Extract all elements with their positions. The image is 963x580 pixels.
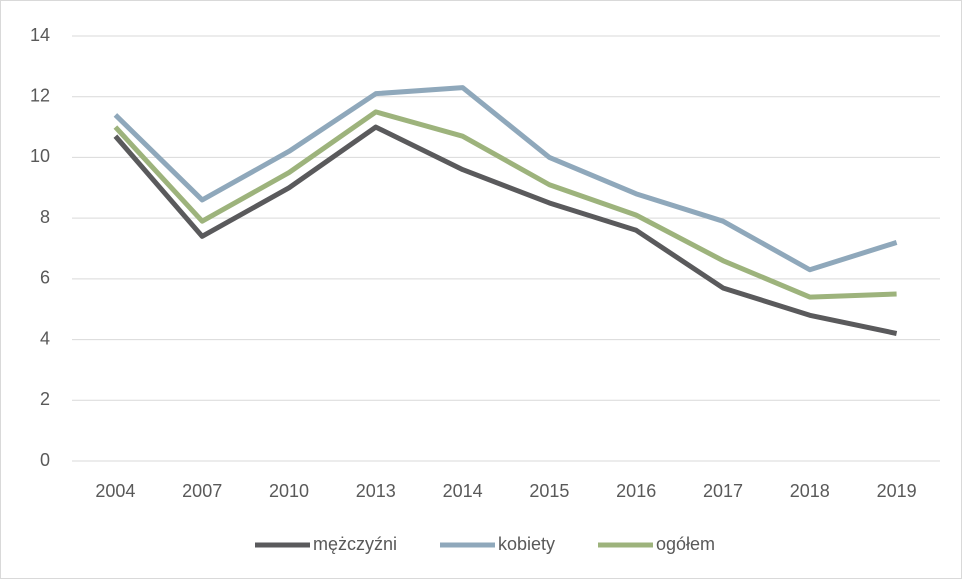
y-tick-label: 4 — [40, 328, 50, 348]
x-tick-label: 2015 — [529, 481, 569, 501]
x-tick-label: 2013 — [356, 481, 396, 501]
x-tick-label: 2007 — [182, 481, 222, 501]
series-line — [113, 109, 897, 300]
legend-label: mężczyźni — [313, 534, 397, 554]
y-tick-label: 14 — [30, 25, 50, 45]
y-tick-label: 0 — [40, 450, 50, 470]
legend-label: ogółem — [656, 534, 715, 554]
y-tick-label: 6 — [40, 268, 50, 288]
x-tick-label: 2016 — [616, 481, 656, 501]
x-tick-label: 2018 — [790, 481, 830, 501]
legend-label: kobiety — [498, 534, 555, 554]
y-tick-label: 10 — [30, 146, 50, 166]
y-tick-label: 8 — [40, 207, 50, 227]
x-tick-label: 2017 — [703, 481, 743, 501]
y-tick-label: 2 — [40, 389, 50, 409]
series-line — [113, 85, 898, 273]
y-tick-label: 12 — [30, 85, 50, 105]
series-line — [113, 124, 898, 336]
x-tick-label: 2004 — [95, 481, 135, 501]
x-tick-label: 2010 — [269, 481, 309, 501]
x-tick-label: 2014 — [443, 481, 483, 501]
x-tick-label: 2019 — [877, 481, 917, 501]
